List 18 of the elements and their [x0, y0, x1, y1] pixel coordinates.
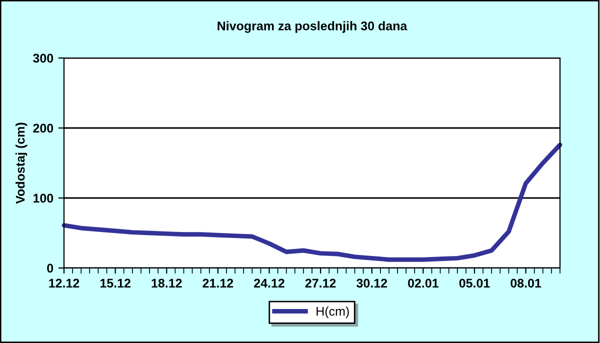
y-axis-title: Vodostaj (cm): [16, 122, 28, 204]
y-tick-label: 300: [33, 54, 54, 63]
x-tick-label: 08.01: [510, 278, 542, 288]
x-tick-label: 18.12: [152, 278, 182, 288]
x-tick-label: 27.12: [305, 278, 336, 288]
x-tick-label: 02.01: [408, 278, 438, 288]
y-tick-label: 100: [34, 194, 54, 203]
x-tick-label: 12.12: [49, 278, 80, 288]
x-tick-label: 15.12: [100, 278, 130, 288]
x-tick-label: 21.12: [202, 278, 234, 288]
y-tick-label: 200: [33, 124, 54, 133]
line-series: [62, 142, 562, 262]
chart-title: Nivogram za poslednjih 30 dana: [218, 21, 408, 33]
x-tick-label: 24.12: [254, 278, 284, 288]
x-tick-label: 30.12: [356, 278, 388, 288]
x-tick-label: 05.01: [459, 278, 490, 288]
legend-label: H(cm): [316, 306, 349, 318]
y-tick-label: 0: [47, 264, 54, 273]
